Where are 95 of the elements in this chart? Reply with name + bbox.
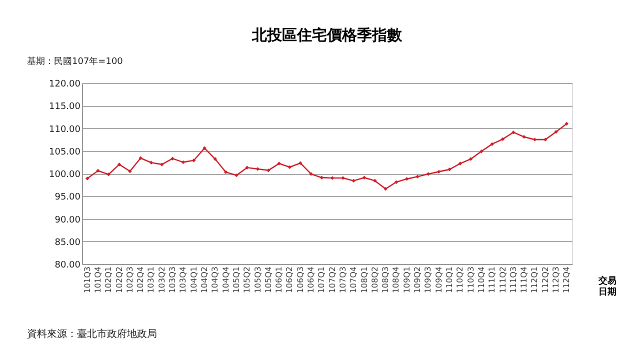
- point: [512, 130, 516, 134]
- x-tick-label: 111Q4: [520, 266, 529, 294]
- point: [96, 168, 100, 173]
- x-axis-title: 交易日期: [598, 276, 616, 298]
- point: [298, 161, 302, 165]
- point: [532, 138, 537, 142]
- x-tick-label: 111Q1: [488, 266, 497, 294]
- y-tick-label: 115.00: [49, 102, 81, 112]
- point: [362, 176, 366, 180]
- x-tick-label: 105Q2: [242, 266, 252, 294]
- x-tick-label: 109Q1: [402, 266, 412, 294]
- y-tick-label: 100.00: [49, 170, 81, 180]
- point: [234, 173, 238, 178]
- x-tick-label: 111Q2: [498, 266, 508, 294]
- point: [468, 157, 473, 161]
- point: [544, 138, 548, 142]
- x-tick-label: 106Q3: [296, 266, 305, 294]
- x-tick-label: 103Q1: [146, 266, 156, 294]
- point: [213, 157, 218, 161]
- point: [436, 170, 441, 174]
- point: [85, 176, 90, 180]
- point: [160, 162, 164, 166]
- point: [106, 172, 110, 176]
- x-tick-label: 101Q3: [82, 266, 92, 294]
- y-tick-label: 95.00: [54, 192, 81, 203]
- point: [256, 167, 260, 171]
- x-tick-label: 107Q1: [317, 266, 326, 294]
- x-tick-label: 107Q2: [328, 266, 337, 294]
- point: [128, 169, 132, 174]
- point: [458, 162, 462, 166]
- point: [490, 142, 494, 146]
- x-tick-label: 104Q3: [210, 266, 220, 294]
- x-tick-label: 105Q3: [253, 266, 262, 294]
- x-tick-label: 109Q2: [413, 266, 422, 294]
- x-tick-label: 108Q4: [392, 266, 401, 294]
- x-tick-label: 106Q1: [274, 266, 284, 294]
- point: [405, 177, 409, 181]
- x-tick-label: 102Q1: [104, 266, 114, 294]
- point: [480, 149, 484, 154]
- x-tick-label: 103Q4: [178, 266, 188, 294]
- x-tick-label: 106Q2: [285, 266, 294, 294]
- point: [138, 156, 142, 160]
- x-tick-label: 110Q2: [456, 266, 465, 294]
- x-tick-label: 103Q2: [157, 266, 166, 294]
- x-tick-label: 108Q3: [381, 266, 390, 294]
- x-tick-label: 112Q3: [552, 266, 561, 294]
- point: [373, 178, 377, 183]
- y-tick-label: 90.00: [54, 215, 81, 226]
- point: [554, 130, 558, 134]
- x-tick-label: 107Q4: [349, 266, 358, 294]
- point: [224, 170, 228, 174]
- x-tick-label: 109Q4: [434, 266, 444, 294]
- point: [522, 134, 526, 139]
- x-tick-label: 111Q3: [508, 266, 518, 294]
- point: [500, 137, 505, 141]
- x-tick-label: 101Q4: [93, 266, 102, 294]
- point: [245, 166, 249, 170]
- x-tick-label: 104Q2: [200, 266, 209, 294]
- x-tick-label: 110Q1: [445, 266, 454, 294]
- point: [426, 172, 430, 176]
- x-tick-label: 105Q4: [264, 266, 273, 294]
- point: [202, 146, 206, 150]
- x-tick-label: 102Q3: [125, 266, 134, 294]
- x-tick-label: 110Q3: [466, 266, 476, 294]
- x-tick-label: 112Q1: [530, 266, 540, 294]
- y-tick-label: 110.00: [49, 124, 81, 135]
- x-tick-label: 102Q2: [114, 266, 124, 294]
- x-tick-label: 107Q3: [338, 266, 348, 294]
- x-tick-label: 104Q4: [221, 266, 230, 294]
- x-tick-label: 106Q4: [306, 266, 316, 294]
- x-tick-label: 110Q4: [476, 266, 486, 294]
- chart-title: 北投區住宅價格季指數: [251, 26, 403, 44]
- point: [266, 168, 270, 172]
- point: [394, 180, 398, 184]
- x-tick-label: 108Q2: [370, 266, 380, 294]
- point: [192, 158, 196, 162]
- point: [352, 178, 356, 183]
- x-tick-label: 109Q3: [424, 266, 433, 294]
- point: [416, 174, 420, 179]
- point: [117, 162, 122, 166]
- x-tick-label: 102Q4: [136, 266, 146, 294]
- line-series: [85, 122, 569, 191]
- source-note: 資料來源：臺北市政府地政局: [27, 328, 157, 340]
- text: 基期：民國107年=100: [27, 56, 124, 67]
- y-tick-label: 85.00: [54, 238, 81, 248]
- x-tick-label: 104Q1: [189, 266, 198, 294]
- y-tick-label: 80.00: [54, 260, 81, 270]
- y-tick-label: 120.00: [49, 80, 81, 90]
- x-tick-label: 112Q4: [562, 266, 572, 294]
- y-tick-label: 105.00: [49, 147, 81, 158]
- x-tick-label: 105Q1: [232, 266, 241, 294]
- x-tick-label: 108Q1: [360, 266, 369, 294]
- x-tick-label: 103Q3: [168, 266, 178, 294]
- x-tick-label: 112Q2: [540, 266, 550, 294]
- point: [384, 187, 388, 191]
